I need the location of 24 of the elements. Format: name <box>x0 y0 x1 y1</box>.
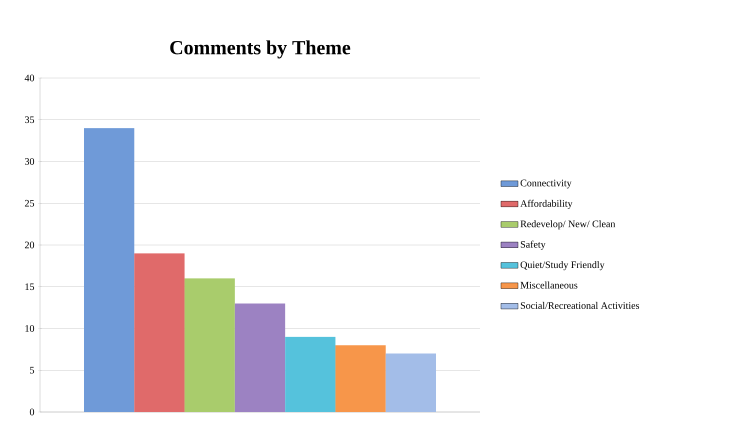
y-tick-label: 25 <box>24 200 34 207</box>
bar <box>84 128 134 412</box>
y-tick-label: 15 <box>25 283 34 290</box>
bar <box>184 278 235 412</box>
y-tick-label: 5 <box>30 366 34 374</box>
legend-label: Quiet/Study Friendly <box>520 261 605 270</box>
y-tick-label: 10 <box>25 325 34 332</box>
legend-label: Safety <box>520 240 546 250</box>
bar <box>285 336 336 412</box>
legend-label: Affordability <box>520 200 573 209</box>
y-tick-label: 30 <box>25 158 34 165</box>
y-tick-label: 0 <box>30 408 34 416</box>
y-tick-label: 40 <box>24 74 34 82</box>
legend-label: Miscellaneous <box>520 282 578 289</box>
bar <box>234 303 286 412</box>
legend-label: Connectivity <box>520 180 572 188</box>
y-tick-label: 20 <box>24 242 34 248</box>
y-tick-label: 35 <box>25 116 34 124</box>
legend-label: Social/Recreational Activities <box>520 302 640 309</box>
bar <box>386 354 436 412</box>
bar <box>134 253 185 412</box>
bar <box>335 345 386 412</box>
legend-label: Redevelop/ New/ Clean <box>520 220 616 230</box>
chart-title: Comments by Theme <box>170 40 350 58</box>
